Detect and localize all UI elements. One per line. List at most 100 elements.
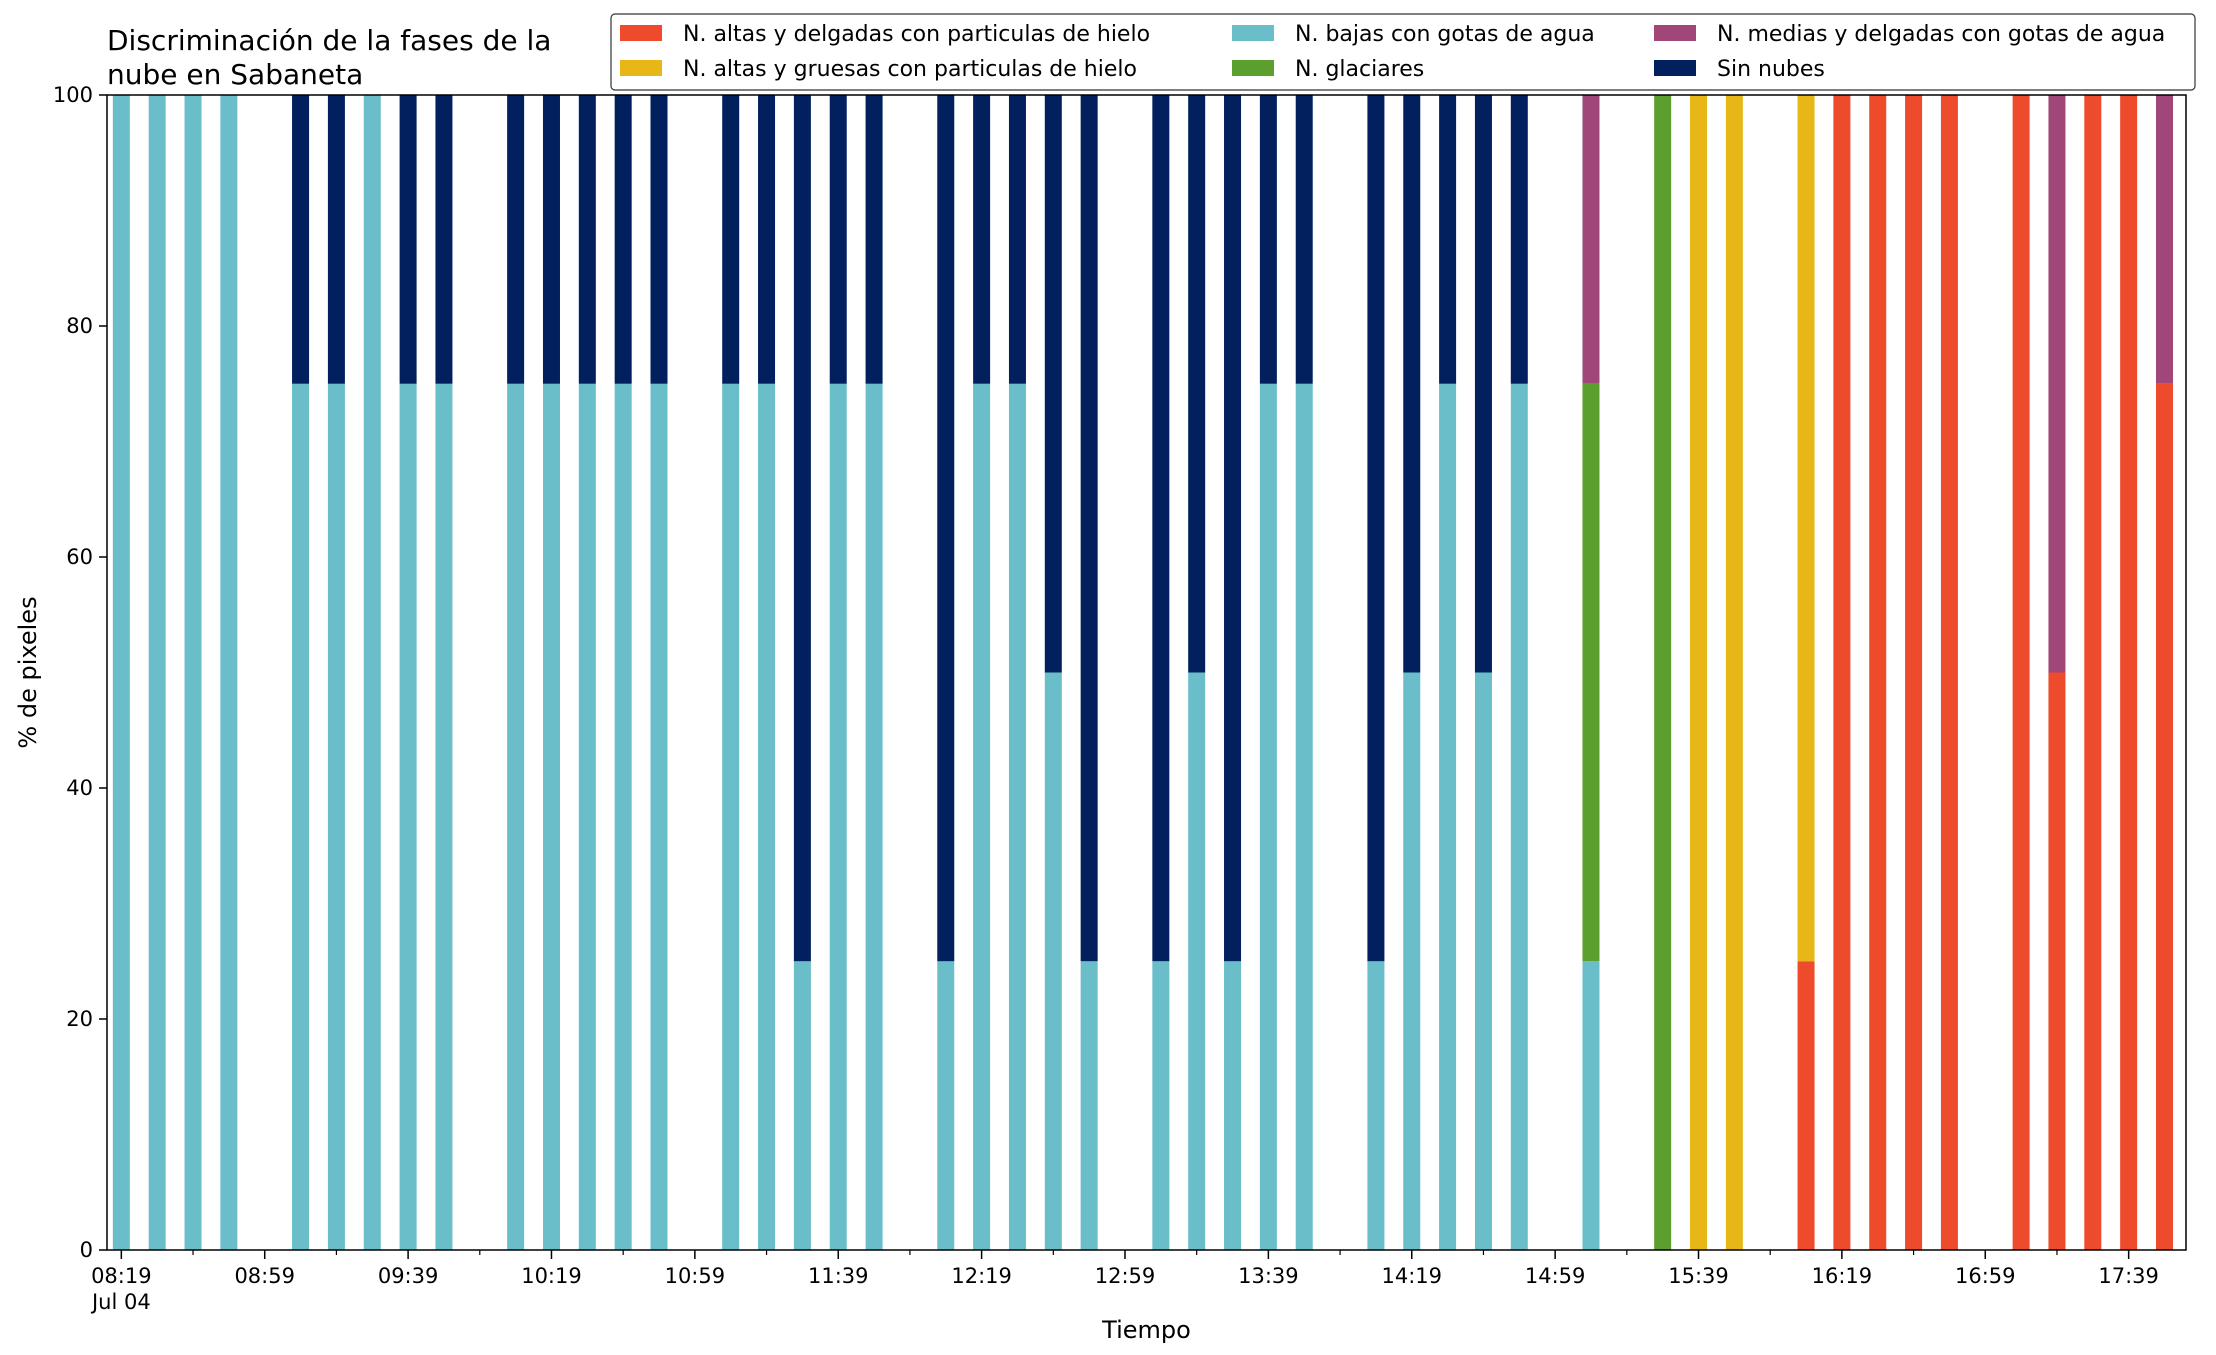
bar-segment-medias_delgadas_gotas-1749 (2155, 95, 2173, 384)
legend-label-glaciares: N. glaciares (1295, 57, 1424, 82)
bar-segment-sin_nubes-0949 (435, 95, 453, 384)
y-tick-label: 60 (66, 545, 93, 569)
bar-segment-sin_nubes-1349 (1295, 95, 1313, 384)
bar-segment-sin_nubes-1419 (1403, 95, 1421, 673)
bar-segment-bajas_gotas-1329 (1224, 961, 1242, 1250)
bar-segment-altas_gruesas_hielo-1539 (1690, 95, 1708, 1250)
bar-segment-sin_nubes-1119 (758, 95, 776, 384)
bar-segment-sin_nubes-1319 (1188, 95, 1206, 673)
bar-segment-sin_nubes-1049 (650, 95, 668, 384)
y-tick-label: 100 (53, 83, 93, 107)
bar-segment-medias_delgadas_gotas-1509 (1582, 95, 1600, 384)
legend-box (610, 13, 2196, 91)
bar-segment-bajas_gotas-1449 (1510, 383, 1528, 1250)
y-tick-label: 40 (66, 776, 93, 800)
bar-segment-medias_delgadas_gotas-1719 (2048, 95, 2066, 673)
legend-swatch-medias_delgadas_gotas (1654, 25, 1696, 41)
bar-segment-altas_delgadas_hielo-1729 (2084, 95, 2102, 1250)
bar-segment-bajas_gotas-1129 (793, 961, 811, 1250)
bar-segment-sin_nubes-0909 (292, 95, 310, 384)
legend: N. altas y delgadas con particulas de hi… (610, 13, 2196, 91)
bar-segment-bajas_gotas-1409 (1367, 961, 1385, 1250)
bar-segment-altas_delgadas_hielo-1629 (1869, 95, 1887, 1250)
x-tick-label: 14:19 (1381, 1264, 1442, 1288)
axes-frame (106, 94, 2187, 1251)
bar-segment-altas_delgadas_hielo-1649 (1940, 95, 1958, 1250)
bar-segment-bajas_gotas-0839 (184, 95, 202, 1250)
y-axis-label: % de pixeles (14, 596, 42, 748)
x-tick-label: 12:59 (1095, 1264, 1156, 1288)
legend-label-altas_gruesas_hielo: N. altas y gruesas con particulas de hie… (683, 57, 1137, 82)
bar-segment-bajas_gotas-0919 (327, 383, 345, 1250)
bar-segment-bajas_gotas-1219 (973, 383, 991, 1250)
bar-segment-sin_nubes-1329 (1224, 95, 1242, 962)
bar-segment-bajas_gotas-0929 (363, 95, 381, 1250)
x-tick-label: 08:19 (91, 1264, 152, 1288)
bar-segment-sin_nubes-1449 (1510, 95, 1528, 384)
bar-segment-bajas_gotas-1049 (650, 383, 668, 1250)
y-tick-label: 80 (66, 314, 93, 338)
bar-segment-altas_delgadas_hielo-1639 (1905, 95, 1923, 1250)
bar-segment-sin_nubes-0919 (327, 95, 345, 384)
bar-segment-sin_nubes-1149 (865, 95, 883, 384)
x-axis-label: Tiempo (1101, 1316, 1191, 1344)
chart-title: Discriminación de la fases de la nube en … (107, 24, 551, 91)
bar-segment-sin_nubes-0939 (399, 95, 417, 384)
legend-swatch-altas_delgadas_hielo (620, 25, 662, 41)
bar-segment-sin_nubes-1039 (614, 95, 632, 384)
x-tick-label: 17:39 (2098, 1264, 2159, 1288)
bar-segment-bajas_gotas-1139 (829, 383, 847, 1250)
bar-segment-bajas_gotas-0829 (148, 95, 166, 1250)
bar-segment-altas_delgadas_hielo-1719 (2048, 672, 2066, 1250)
bar-segment-sin_nubes-1219 (973, 95, 991, 384)
bar-segment-altas_gruesas_hielo-1609 (1797, 95, 1815, 962)
bar-segment-bajas_gotas-1419 (1403, 672, 1421, 1250)
legend-swatch-bajas_gotas (1232, 25, 1274, 41)
bar-segment-bajas_gotas-1439 (1474, 672, 1492, 1250)
x-tick-label: 09:39 (378, 1264, 439, 1288)
bar-segment-bajas_gotas-1029 (578, 383, 596, 1250)
y-axis: 0 20 40 60 80 100 (53, 83, 107, 1262)
bar-segment-bajas_gotas-1349 (1295, 383, 1313, 1250)
y-tick-label: 0 (80, 1238, 93, 1262)
bar-segment-altas_gruesas_hielo-1549 (1725, 95, 1743, 1250)
x-tick-label: 11:39 (808, 1264, 869, 1288)
x-tick-label: 12:19 (951, 1264, 1012, 1288)
x-tick-label: 16:19 (1812, 1264, 1873, 1288)
x-tick-label: 13:39 (1238, 1264, 1299, 1288)
bar-segment-altas_delgadas_hielo-1749 (2155, 383, 2173, 1250)
bar-segment-sin_nubes-1129 (793, 95, 811, 962)
legend-label-altas_delgadas_hielo: N. altas y delgadas con particulas de hi… (683, 22, 1150, 47)
legend-label-medias_delgadas_gotas: N. medias y delgadas con gotas de agua (1717, 22, 2165, 47)
bar-segment-bajas_gotas-0949 (435, 383, 453, 1250)
bar-segment-bajas_gotas-1009 (507, 383, 525, 1250)
x-tick-label: 16:59 (1955, 1264, 2016, 1288)
x-tick-label: 14:59 (1525, 1264, 1586, 1288)
bar-segment-bajas_gotas-1039 (614, 383, 632, 1250)
bar-segment-bajas_gotas-0849 (220, 95, 238, 1250)
bar-segment-sin_nubes-1439 (1474, 95, 1492, 673)
bar-segment-bajas_gotas-1429 (1439, 383, 1457, 1250)
bar-segment-sin_nubes-1009 (507, 95, 525, 384)
bar-segment-sin_nubes-1309 (1152, 95, 1170, 962)
chart-title-text: Discriminación de la fases de la nube en … (107, 24, 551, 91)
bar-segment-sin_nubes-1239 (1044, 95, 1062, 673)
bar-segment-sin_nubes-1229 (1008, 95, 1026, 384)
bar-segment-altas_delgadas_hielo-1739 (2120, 95, 2138, 1250)
bar-segment-bajas_gotas-1119 (758, 383, 776, 1250)
bar-segment-sin_nubes-1249 (1080, 95, 1098, 962)
bar-segment-altas_delgadas_hielo-1619 (1833, 95, 1851, 1250)
x-tick-label: 08:59 (234, 1264, 295, 1288)
bar-segment-bajas_gotas-0939 (399, 383, 417, 1250)
bar-segment-sin_nubes-1019 (542, 95, 560, 384)
bar-segment-bajas_gotas-0819 (112, 95, 130, 1250)
bar-segment-bajas_gotas-1309 (1152, 961, 1170, 1250)
bar-segment-sin_nubes-1209 (937, 95, 955, 962)
bar-segment-sin_nubes-1429 (1439, 95, 1457, 384)
bar-segment-sin_nubes-1029 (578, 95, 596, 384)
legend-swatch-glaciares (1232, 60, 1274, 76)
y-tick-label: 20 (66, 1007, 93, 1031)
bar-segment-bajas_gotas-1109 (722, 383, 740, 1250)
